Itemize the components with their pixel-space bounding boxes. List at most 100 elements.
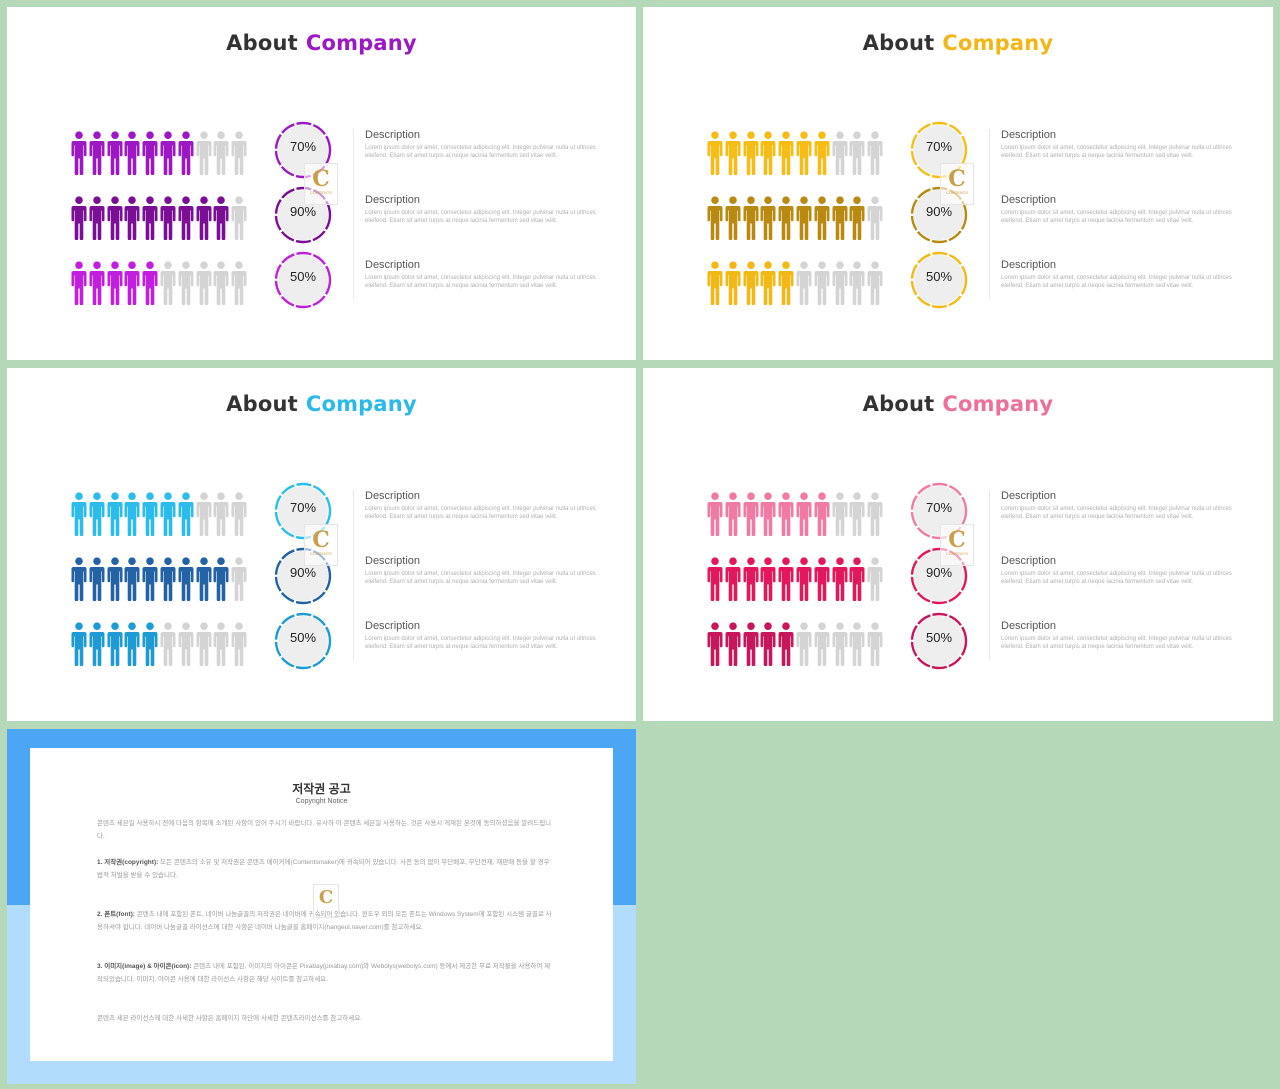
person-icon-filled [707, 261, 723, 305]
percent-label: 90% [289, 565, 317, 580]
person-icon-filled [107, 622, 123, 666]
percent-ring [910, 251, 968, 309]
person-icon-empty [231, 131, 247, 175]
person-icon-empty [231, 261, 247, 305]
person-icon-filled [725, 622, 741, 666]
person-icon-filled [796, 557, 812, 601]
person-icon-filled [760, 492, 776, 536]
person-icon-filled [124, 196, 140, 240]
percent-label: 50% [925, 630, 953, 645]
copyright-paragraph-1: 1. 저작권(copyright): 모든 콘텐츠의 소유 및 저작권은 콘텐츠… [97, 857, 552, 882]
description-block: Description Lorem ipsum dolor sit amet, c… [1001, 620, 1241, 651]
percent-ring [274, 121, 332, 179]
description-block: Description Lorem ipsum dolor sit amet, c… [365, 490, 605, 521]
person-icon-filled [760, 196, 776, 240]
person-icon-filled [142, 557, 158, 601]
description-block: Description Lorem ipsum dolor sit amet, c… [365, 620, 605, 651]
title-word-about: About [226, 392, 298, 416]
percent-label: 50% [289, 630, 317, 645]
people-icon-group [71, 261, 251, 305]
person-icon-filled [849, 196, 865, 240]
person-icon-filled [178, 131, 194, 175]
vertical-divider [989, 129, 990, 299]
copyright-p3-heading: 3. 이미지(image) & 아이콘(icon): [97, 963, 192, 970]
person-icon-filled [743, 622, 759, 666]
person-icon-filled [107, 131, 123, 175]
person-icon-filled [725, 261, 741, 305]
title-word-company: Company [942, 31, 1054, 55]
person-icon-empty [867, 622, 883, 666]
person-icon-filled [107, 261, 123, 305]
copyright-title: 저작권 공고 [292, 782, 351, 796]
person-icon-empty [178, 622, 194, 666]
slide-purple: About Company 70% Description Lorem ipsum do… [7, 7, 636, 360]
description-body: Lorem ipsum dolor sit amet, consectetur … [365, 506, 596, 520]
person-icon-filled [160, 196, 176, 240]
person-icon-empty [178, 261, 194, 305]
person-icon-empty [231, 196, 247, 240]
person-icon-filled [142, 261, 158, 305]
person-icon-filled [778, 557, 794, 601]
percent-ring [910, 482, 968, 540]
copyright-p3-body: 콘텐츠 내에 포함된, 이미지의 아이콘은 Pixabay(pixabay.co… [97, 963, 551, 983]
person-icon-filled [142, 492, 158, 536]
person-icon-filled [89, 492, 105, 536]
person-icon-filled [89, 557, 105, 601]
percent-label: 50% [289, 269, 317, 284]
title-word-about: About [862, 392, 935, 416]
person-icon-filled [213, 196, 229, 240]
person-icon-filled [743, 196, 759, 240]
title-word-company: Company [305, 392, 417, 416]
person-icon-filled [160, 492, 176, 536]
person-icon-empty [832, 492, 848, 536]
people-icon-group [707, 261, 887, 305]
percent-label: 70% [925, 139, 953, 154]
percent-label: 90% [925, 565, 953, 580]
person-icon-filled [796, 131, 812, 175]
description-body: Lorem ipsum dolor sit amet, consectetur … [1001, 636, 1232, 650]
description-body: Lorem ipsum dolor sit amet, consectetur … [1001, 145, 1232, 159]
person-icon-filled [89, 196, 105, 240]
percent-label: 70% [925, 500, 953, 515]
person-icon-filled [796, 492, 812, 536]
description-title: Description [1001, 490, 1057, 502]
description-body: Lorem ipsum dolor sit amet, consectetur … [365, 210, 596, 224]
stat-row: 90% Description Lorem ipsum dolor sit amet… [707, 186, 1247, 244]
person-icon-empty [849, 261, 865, 305]
person-icon-empty [160, 261, 176, 305]
person-icon-filled [142, 196, 158, 240]
watermark-logo: C [313, 884, 339, 918]
copyright-slide: 저작권 공고 Copyright Notice 콘텐츠 세븐일 사용하시 전에 … [7, 729, 636, 1084]
person-icon-filled [71, 261, 87, 305]
person-icon-empty [832, 622, 848, 666]
watermark-logo: C CONTENTS [940, 163, 974, 205]
person-icon-empty [231, 557, 247, 601]
stat-row: 70% Description Lorem ipsum dolor sit amet… [71, 482, 611, 540]
person-icon-empty [814, 261, 830, 305]
people-icon-group [71, 557, 251, 601]
person-icon-filled [725, 196, 741, 240]
person-icon-empty [196, 492, 212, 536]
copyright-paragraph-3: 3. 이미지(image) & 아이콘(icon): 콘텐츠 내에 포함된, 이… [97, 961, 552, 986]
description-block: Description Lorem ipsum dolor sit amet, c… [1001, 555, 1241, 586]
person-icon-filled [89, 622, 105, 666]
person-icon-filled [707, 492, 723, 536]
person-icon-filled [760, 131, 776, 175]
person-icon-empty [849, 492, 865, 536]
copyright-card: 저작권 공고 Copyright Notice 콘텐츠 세븐일 사용하시 전에 … [30, 748, 613, 1061]
description-body: Lorem ipsum dolor sit amet, consectetur … [365, 636, 596, 650]
title-word-company: Company [942, 392, 1054, 416]
stat-row: 50% Description Lorem ipsum dolor sit amet… [71, 251, 611, 309]
person-icon-empty [196, 261, 212, 305]
person-icon-empty [867, 557, 883, 601]
people-icon-group [71, 622, 251, 666]
person-icon-filled [124, 131, 140, 175]
vertical-divider [989, 490, 990, 660]
person-icon-empty [867, 492, 883, 536]
title-word-about: About [226, 31, 298, 55]
percent-ring [910, 612, 968, 670]
person-icon-filled [160, 131, 176, 175]
person-icon-empty [849, 622, 865, 666]
person-icon-filled [725, 131, 741, 175]
description-body: Lorem ipsum dolor sit amet, consectetur … [1001, 571, 1232, 585]
